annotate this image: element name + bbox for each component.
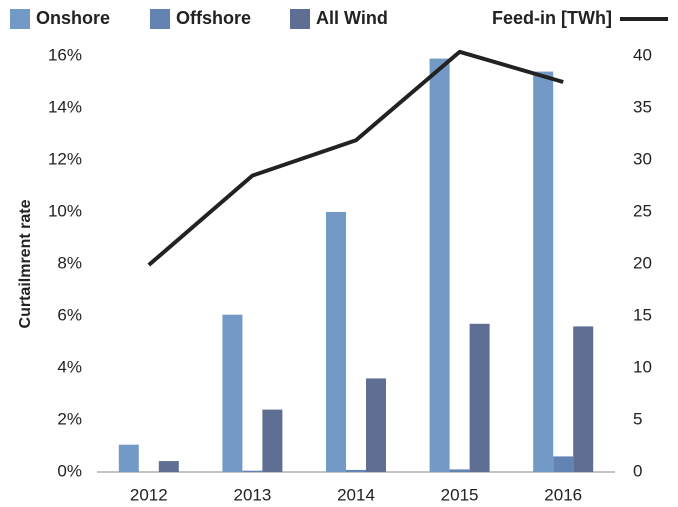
bar bbox=[429, 58, 450, 472]
x-tick-label: 2013 bbox=[233, 485, 271, 504]
y2-tick-label: 15 bbox=[633, 305, 652, 324]
y2-tick-label: 0 bbox=[633, 461, 642, 480]
bar bbox=[573, 326, 594, 472]
legend-label: Onshore bbox=[36, 8, 110, 28]
bar bbox=[118, 444, 139, 472]
bar bbox=[326, 212, 346, 472]
legend-label: All Wind bbox=[316, 8, 388, 28]
bar bbox=[262, 409, 283, 472]
y-axis-label: Curtailmrent rate bbox=[17, 199, 34, 328]
x-tick-label: 2016 bbox=[544, 485, 582, 504]
legend-label: Feed-in [TWh] bbox=[492, 8, 612, 28]
x-tick-label: 2015 bbox=[441, 485, 479, 504]
y2-tick-label: 20 bbox=[633, 253, 652, 272]
y-tick-label: 6% bbox=[57, 305, 82, 324]
bar bbox=[222, 314, 243, 472]
bar bbox=[158, 461, 179, 472]
y-tick-label: 0% bbox=[57, 461, 82, 480]
y-tick-label: 16% bbox=[48, 45, 82, 64]
legend-swatch bbox=[10, 9, 30, 29]
y-tick-label: 10% bbox=[48, 201, 82, 220]
bar bbox=[242, 470, 263, 472]
x-tick-label: 2014 bbox=[337, 485, 375, 504]
legend-swatch bbox=[290, 9, 310, 29]
bar bbox=[553, 456, 574, 472]
y-tick-label: 12% bbox=[48, 149, 82, 168]
line bbox=[147, 49, 564, 267]
y2-tick-label: 25 bbox=[633, 201, 652, 220]
y2-tick-label: 5 bbox=[633, 409, 642, 428]
y2-tick-label: 10 bbox=[633, 357, 652, 376]
legend-label: Offshore bbox=[176, 8, 251, 28]
y-tick-label: 8% bbox=[57, 253, 82, 272]
y-tick-label: 4% bbox=[57, 357, 82, 376]
x-tick-label: 2012 bbox=[130, 485, 168, 504]
y2-tick-label: 40 bbox=[633, 45, 652, 64]
bar bbox=[533, 71, 554, 472]
y-tick-label: 2% bbox=[57, 409, 82, 428]
bar bbox=[366, 378, 386, 472]
bar bbox=[469, 323, 490, 472]
legend-swatch bbox=[150, 9, 170, 29]
bar bbox=[346, 469, 366, 472]
y-tick-label: 14% bbox=[48, 97, 82, 116]
y2-tick-label: 30 bbox=[633, 149, 652, 168]
bar bbox=[449, 469, 470, 472]
y2-tick-label: 35 bbox=[633, 97, 652, 116]
